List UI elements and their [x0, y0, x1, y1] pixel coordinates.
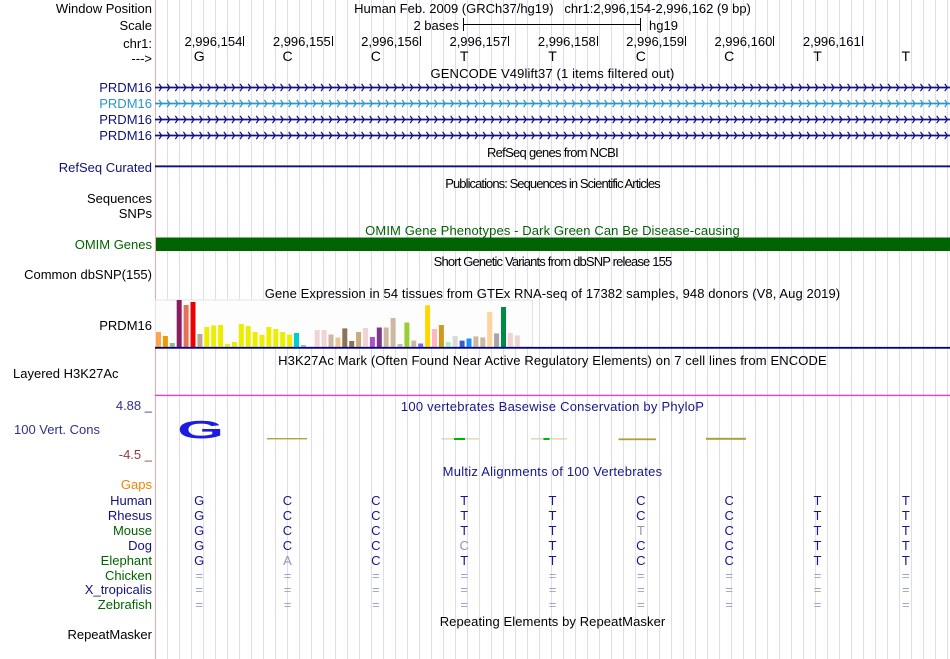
svg-text:G: G — [177, 415, 224, 443]
